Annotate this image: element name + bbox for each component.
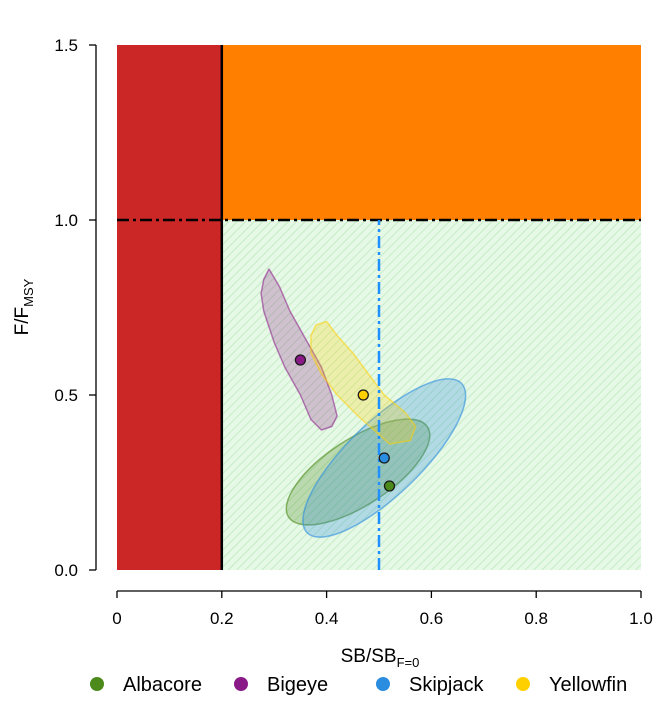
y-tick-label: 0.5 xyxy=(54,386,78,405)
yellowfin-point xyxy=(357,389,369,401)
legend-label-albacore: Albacore xyxy=(123,674,202,696)
y-tick-label: 1.0 xyxy=(54,211,78,230)
legend-marker-albacore xyxy=(90,677,104,691)
x-tick-label: 0 xyxy=(112,609,121,628)
albacore-uncertainty-region xyxy=(285,418,431,526)
legend: Albacore Bigeye Skipjack Yellowfin xyxy=(90,674,627,696)
legend-marker-yellowfin xyxy=(516,677,530,691)
x-tick-label: 0.8 xyxy=(524,609,548,628)
legend-label-skipjack: Skipjack xyxy=(409,674,484,696)
legend-label-bigeye: Bigeye xyxy=(267,674,328,696)
x-tick-label: 1.0 xyxy=(629,609,653,628)
bigeye-point xyxy=(294,354,307,366)
x-tick-label: 0.4 xyxy=(315,609,339,628)
yellowfin-uncertainty-region xyxy=(310,320,417,445)
legend-marker-skipjack xyxy=(376,677,390,691)
y-tick-label: 1.5 xyxy=(54,36,78,55)
sb-limit-zone xyxy=(117,45,222,570)
axes: 0 0.2 0.4 0.6 0.8 1.0 0.0 0.5 1.0 1.5 xyxy=(54,36,652,628)
legend-item-yellowfin: Yellowfin xyxy=(516,674,627,696)
target-zone xyxy=(221,220,642,570)
y-tick-label: 0.0 xyxy=(54,561,78,580)
y-axis-title-main: F/F xyxy=(12,307,33,336)
x-tick-label: 0.6 xyxy=(420,609,444,628)
albacore-point xyxy=(383,480,396,492)
plot-regions xyxy=(117,45,642,570)
stock-status-points xyxy=(294,354,396,492)
x-axis-title-subscript: F=0 xyxy=(397,655,420,670)
y-axis-title-subscript: MSY xyxy=(21,278,36,307)
skipjack-point xyxy=(378,452,390,464)
legend-label-yellowfin: Yellowfin xyxy=(549,674,627,696)
x-axis-title: SB/SBF=0 xyxy=(341,646,420,670)
bigeye-uncertainty-region xyxy=(260,268,338,431)
legend-item-albacore: Albacore xyxy=(90,674,202,696)
x-axis-title-main: SB/SB xyxy=(341,646,397,667)
x-tick-label: 0.2 xyxy=(210,609,234,628)
y-axis-title: F/FMSY xyxy=(12,278,36,335)
overfishing-zone xyxy=(221,45,642,220)
legend-marker-bigeye xyxy=(234,677,248,691)
legend-item-skipjack: Skipjack xyxy=(376,674,484,696)
reference-lines xyxy=(117,45,641,570)
legend-item-bigeye: Bigeye xyxy=(234,674,328,696)
